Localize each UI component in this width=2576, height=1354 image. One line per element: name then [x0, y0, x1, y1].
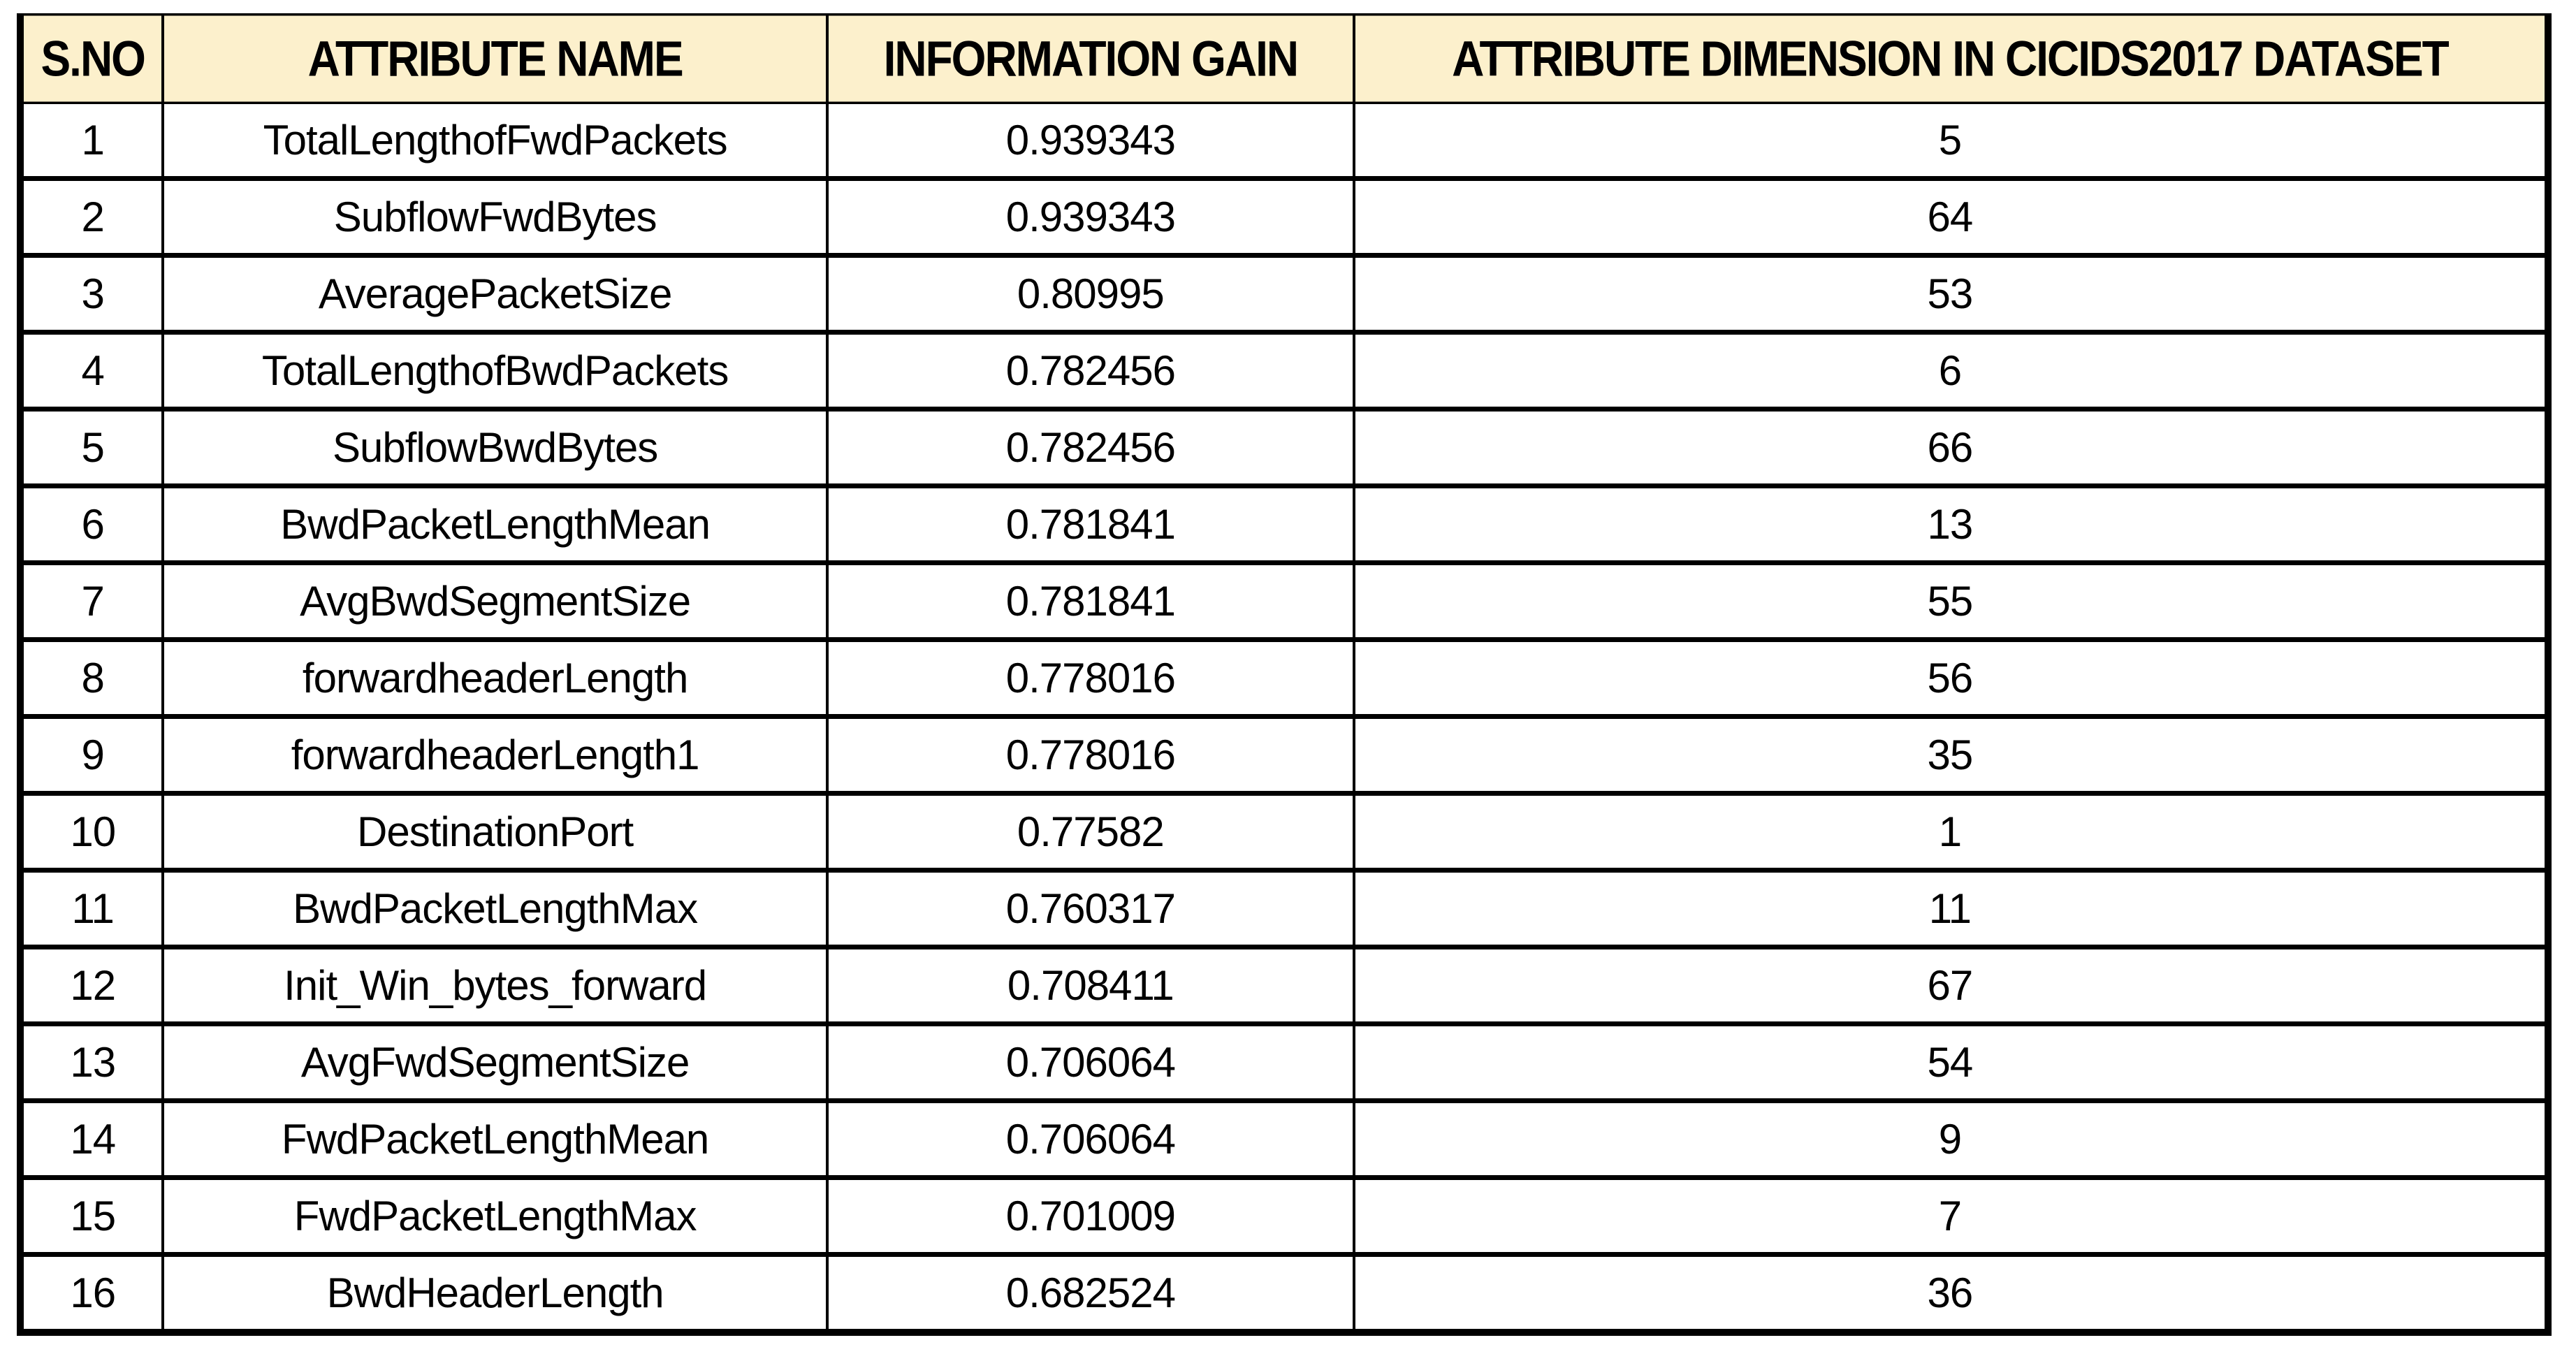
table-row: 16 BwdHeaderLength 0.682524 36	[18, 1252, 2550, 1335]
information-gain-cell: 0.781841	[825, 560, 1355, 642]
attribute-name-cell: BwdHeaderLength	[161, 1252, 829, 1335]
sno-cell: 10	[18, 791, 165, 873]
attribute-name-cell: FwdPacketLengthMean	[161, 1098, 829, 1180]
sno-cell: 4	[18, 330, 165, 412]
dimension-cell: 9	[1352, 1098, 2550, 1180]
dimension-cell: 13	[1352, 483, 2550, 565]
table-row: 15 FwdPacketLengthMax 0.701009 7	[18, 1175, 2550, 1257]
dimension-cell: 53	[1352, 253, 2550, 335]
sno-cell: 14	[18, 1098, 165, 1180]
sno-cell: 9	[18, 714, 165, 796]
information-gain-cell: 0.778016	[825, 714, 1355, 796]
information-gain-cell: 0.778016	[825, 637, 1355, 719]
table-row: 11 BwdPacketLengthMax 0.760317 11	[18, 868, 2550, 949]
dimension-cell: 64	[1352, 176, 2550, 258]
sno-cell: 12	[18, 945, 165, 1026]
table-row: 7 AvgBwdSegmentSize 0.781841 55	[18, 560, 2550, 642]
attribute-name-cell: BwdPacketLengthMean	[161, 483, 829, 565]
dimension-cell: 11	[1352, 868, 2550, 949]
dimension-cell: 54	[1352, 1021, 2550, 1103]
sno-cell: 16	[18, 1252, 165, 1335]
column-header-information-gain: INFORMATION GAIN	[825, 8, 1355, 110]
sno-cell: 11	[18, 868, 165, 949]
table-row: 2 SubflowFwdBytes 0.939343 64	[18, 176, 2550, 258]
attribute-name-cell: AveragePacketSize	[161, 253, 829, 335]
dimension-cell: 36	[1352, 1252, 2550, 1335]
sno-cell: 13	[18, 1021, 165, 1103]
table-row: 8 forwardheaderLength 0.778016 56	[18, 637, 2550, 719]
column-header-attribute-dimension: ATTRIBUTE DIMENSION IN CICIDS2017 DATASE…	[1352, 8, 2550, 110]
attribute-name-cell: Init_Win_bytes_forward	[161, 945, 829, 1026]
information-gain-cell: 0.682524	[825, 1252, 1355, 1335]
attribute-name-cell: AvgBwdSegmentSize	[161, 560, 829, 642]
information-gain-cell: 0.706064	[825, 1021, 1355, 1103]
information-gain-cell: 0.760317	[825, 868, 1355, 949]
table-header: S.NO ATTRIBUTE NAME INFORMATION GAIN ATT…	[18, 8, 2550, 110]
information-gain-cell: 0.939343	[825, 176, 1355, 258]
table-row: 10 DestinationPort 0.77582 1	[18, 791, 2550, 873]
information-gain-cell: 0.701009	[825, 1175, 1355, 1257]
information-gain-cell: 0.939343	[825, 98, 1355, 181]
dimension-cell: 7	[1352, 1175, 2550, 1257]
dimension-cell: 35	[1352, 714, 2550, 796]
sno-cell: 8	[18, 637, 165, 719]
attribute-name-cell: BwdPacketLengthMax	[161, 868, 829, 949]
table-row: 13 AvgFwdSegmentSize 0.706064 54	[18, 1021, 2550, 1103]
dimension-cell: 55	[1352, 560, 2550, 642]
attribute-name-cell: DestinationPort	[161, 791, 829, 873]
table-row: 1 TotalLengthofFwdPackets 0.939343 5	[18, 98, 2550, 181]
attribute-name-cell: AvgFwdSegmentSize	[161, 1021, 829, 1103]
attribute-name-cell: SubflowFwdBytes	[161, 176, 829, 258]
dimension-cell: 5	[1352, 98, 2550, 181]
information-gain-cell: 0.782456	[825, 330, 1355, 412]
column-header-attribute-name: ATTRIBUTE NAME	[161, 8, 829, 110]
table-row: 12 Init_Win_bytes_forward 0.708411 67	[18, 945, 2550, 1026]
table-row: 14 FwdPacketLengthMean 0.706064 9	[18, 1098, 2550, 1180]
information-gain-cell: 0.708411	[825, 945, 1355, 1026]
attribute-name-cell: FwdPacketLengthMax	[161, 1175, 829, 1257]
attribute-name-cell: TotalLengthofBwdPackets	[161, 330, 829, 412]
sno-cell: 1	[18, 98, 165, 181]
dimension-cell: 6	[1352, 330, 2550, 412]
sno-cell: 3	[18, 253, 165, 335]
sno-cell: 5	[18, 407, 165, 488]
column-header-sno: S.NO	[18, 8, 165, 110]
table-row: 4 TotalLengthofBwdPackets 0.782456 6	[18, 330, 2550, 412]
dimension-cell: 67	[1352, 945, 2550, 1026]
dimension-cell: 66	[1352, 407, 2550, 488]
header-row: S.NO ATTRIBUTE NAME INFORMATION GAIN ATT…	[18, 8, 2550, 110]
sno-cell: 15	[18, 1175, 165, 1257]
attribute-name-cell: SubflowBwdBytes	[161, 407, 829, 488]
table-row: 9 forwardheaderLength1 0.778016 35	[18, 714, 2550, 796]
sno-cell: 7	[18, 560, 165, 642]
table-row: 6 BwdPacketLengthMean 0.781841 13	[18, 483, 2550, 565]
sno-cell: 2	[18, 176, 165, 258]
table-body: 1 TotalLengthofFwdPackets 0.939343 5 2 Subflo…	[18, 98, 2550, 1335]
sno-cell: 6	[18, 483, 165, 565]
attribute-name-cell: forwardheaderLength1	[161, 714, 829, 796]
information-gain-cell: 0.77582	[825, 791, 1355, 873]
dimension-cell: 56	[1352, 637, 2550, 719]
attribute-name-cell: TotalLengthofFwdPackets	[161, 98, 829, 181]
information-gain-cell: 0.781841	[825, 483, 1355, 565]
information-gain-cell: 0.706064	[825, 1098, 1355, 1180]
attribute-information-gain-table: S.NO ATTRIBUTE NAME INFORMATION GAIN ATT…	[17, 8, 2552, 1336]
attribute-table: S.NO ATTRIBUTE NAME INFORMATION GAIN ATT…	[17, 8, 2552, 1336]
information-gain-cell: 0.782456	[825, 407, 1355, 488]
information-gain-cell: 0.80995	[825, 253, 1355, 335]
dimension-cell: 1	[1352, 791, 2550, 873]
table-row: 3 AveragePacketSize 0.80995 53	[18, 253, 2550, 335]
table-row: 5 SubflowBwdBytes 0.782456 66	[18, 407, 2550, 488]
attribute-name-cell: forwardheaderLength	[161, 637, 829, 719]
